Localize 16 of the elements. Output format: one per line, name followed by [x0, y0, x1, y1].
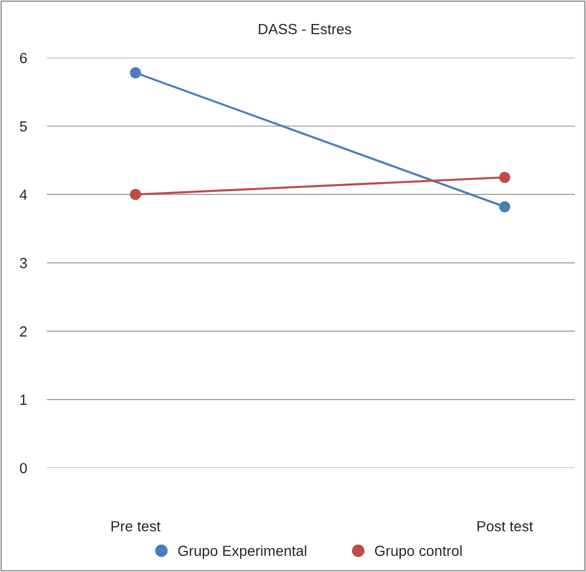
- y-tick-label: 4: [20, 190, 28, 200]
- chart-title: DASS - Estres: [258, 24, 352, 34]
- x-tick-label: Post test: [478, 521, 533, 532]
- point: [499, 172, 510, 183]
- y-tick-label: 5: [20, 121, 27, 132]
- y-tick-label: 6: [20, 52, 27, 64]
- point: [130, 67, 142, 78]
- y-tick-label: 2: [20, 326, 27, 336]
- legend-label: Grupo control: [374, 545, 462, 559]
- y-tick-label: 0: [20, 462, 27, 474]
- point: [130, 188, 142, 200]
- legend-label: Grupo Experimental: [178, 545, 306, 559]
- y-tick-label: 1: [20, 394, 27, 405]
- x-tick-label: Pre test: [112, 521, 161, 532]
- point: [499, 201, 510, 212]
- y-tick-label: 3: [20, 258, 27, 268]
